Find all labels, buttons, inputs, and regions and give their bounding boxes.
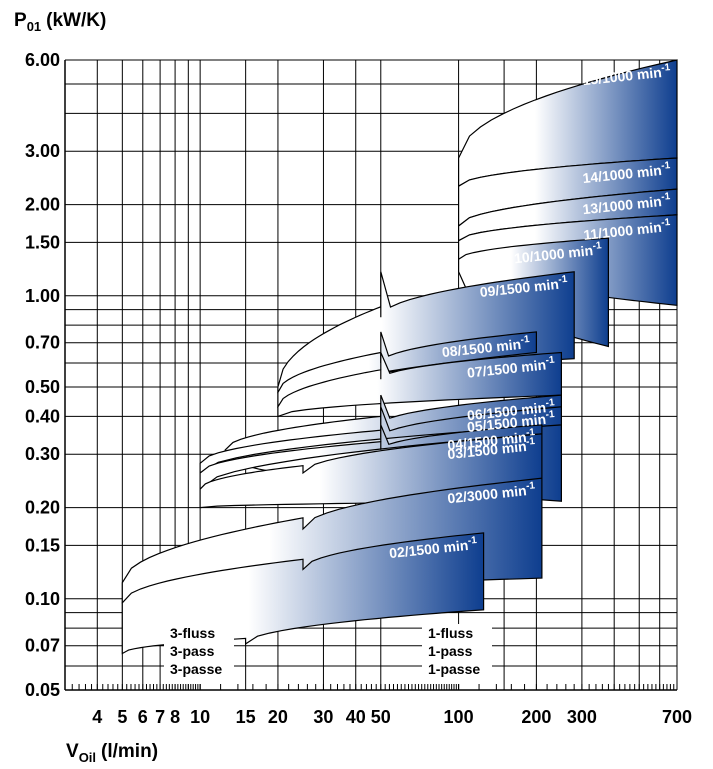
pass-3-line: 3-passe <box>170 661 222 677</box>
y-tick-label: 3.00 <box>25 141 60 161</box>
pass-labels: 3-fluss 3-pass 3-passe 1-fluss 1-pass 1-passe <box>164 624 492 684</box>
x-tick-label: 50 <box>371 707 391 727</box>
pass-3-bg <box>164 624 234 684</box>
y-axis-title: P01 (kW/K) <box>14 10 106 34</box>
y-tick-label: 0.70 <box>25 333 60 353</box>
pass-1-line: 1-fluss <box>428 625 473 641</box>
pass-1-line: 1-pass <box>428 643 473 659</box>
y-tick-label: 1.50 <box>25 232 60 252</box>
y-axis-title-unit: (kW/K) <box>46 10 106 31</box>
pass-3-line: 3-fluss <box>170 625 215 641</box>
x-tick-label: 700 <box>662 707 692 727</box>
y-tick-label: 0.05 <box>25 680 60 700</box>
y-axis-title-sub: 01 <box>27 19 41 34</box>
pass-1-bg <box>422 624 492 684</box>
band-04 <box>199 424 543 491</box>
x-tick-label: 40 <box>346 707 366 727</box>
bands-layer <box>121 59 678 655</box>
x-tick-label: 8 <box>170 707 180 727</box>
y-tick-label: 0.10 <box>25 589 60 609</box>
x-tick-label: 10 <box>190 707 210 727</box>
x-tick-label: 5 <box>117 707 127 727</box>
band-08 <box>277 331 537 409</box>
y-tick-label: 1.00 <box>25 286 60 306</box>
y-tick-label: 0.15 <box>25 535 60 555</box>
y-tick-label: 2.00 <box>25 195 60 215</box>
band-07 <box>277 351 562 418</box>
x-tick-label: 6 <box>138 707 148 727</box>
y-tick-label: 0.20 <box>25 498 60 518</box>
x-tick-label: 15 <box>236 707 256 727</box>
y-tick-label: 0.07 <box>25 636 60 656</box>
x-tick-label: 30 <box>313 707 333 727</box>
y-tick-label: 0.30 <box>25 444 60 464</box>
pass-1-line: 1-passe <box>428 661 480 677</box>
x-tick-label: 4 <box>92 707 102 727</box>
y-tick-label: 6.00 <box>25 50 60 70</box>
x-tick-label: 200 <box>521 707 551 727</box>
x-tick-label: 300 <box>567 707 597 727</box>
x-tick-label: 100 <box>444 707 474 727</box>
x-axis-title-main: V <box>66 741 79 762</box>
pass-3-line: 3-pass <box>170 643 215 659</box>
x-axis-title: VOil (l/min) <box>66 741 158 765</box>
x-axis-title-sub: Oil <box>79 750 96 765</box>
y-tick-label: 0.40 <box>25 406 60 426</box>
y-axis-title-main: P <box>14 10 27 31</box>
band-05 <box>199 406 562 475</box>
axis-layer: 4 5 6 7 8 10 15 20 30 40 50 100 200 300 700 6.00 3.00 2.0… <box>25 50 692 727</box>
y-tick-label: 0.50 <box>25 377 60 397</box>
x-tick-label: 7 <box>155 707 165 727</box>
x-axis-title-unit: (l/min) <box>101 741 158 762</box>
x-tick-label: 20 <box>268 707 288 727</box>
